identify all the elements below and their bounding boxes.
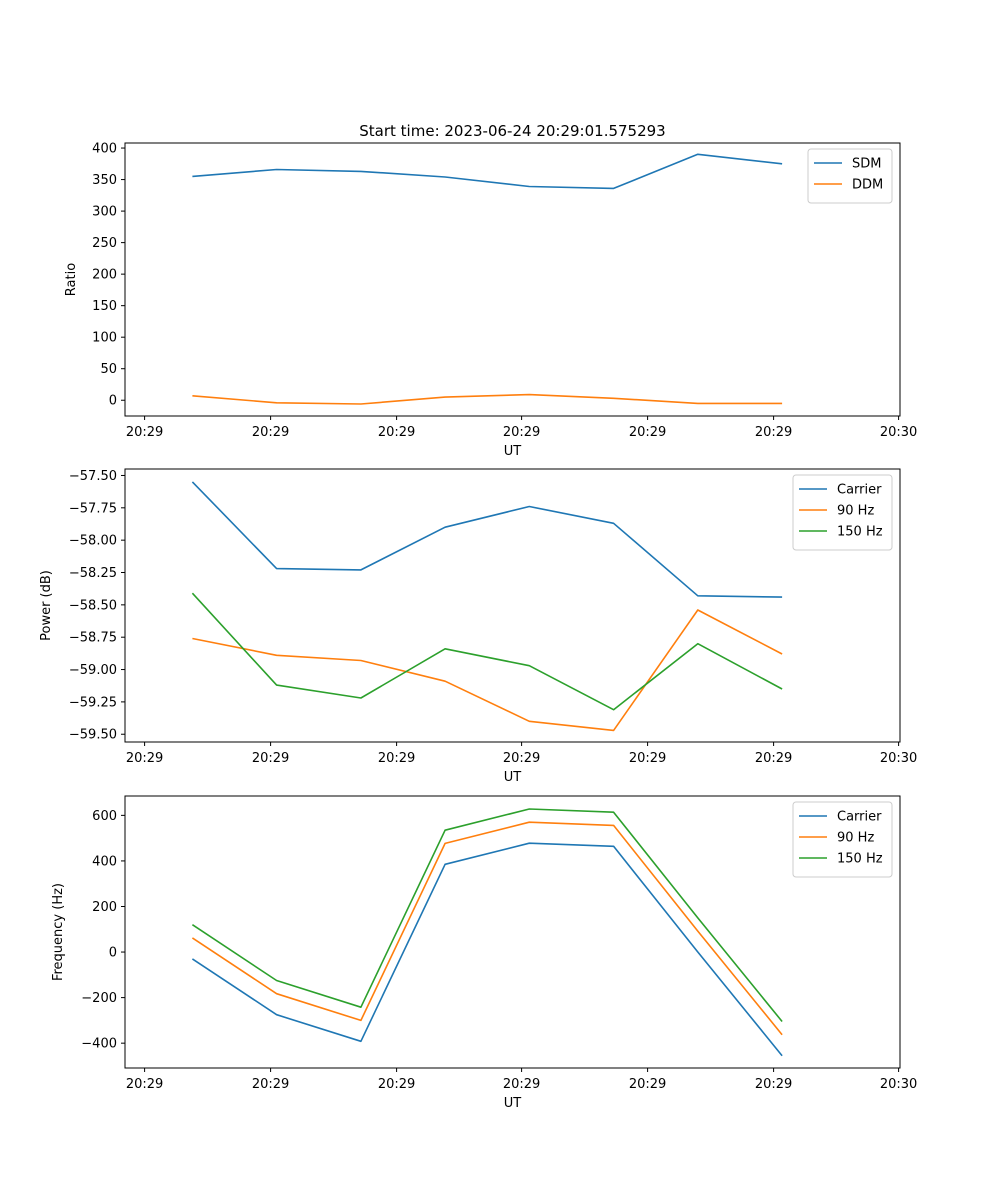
y-tick-label: −57.50 — [69, 469, 117, 484]
legend-label: 90 Hz — [837, 831, 874, 846]
x-tick-label: 20:30 — [880, 425, 917, 440]
x-tick-label: 20:29 — [252, 425, 289, 440]
legend-label: 150 Hz — [837, 852, 883, 867]
y-tick-label: 100 — [92, 331, 117, 346]
x-tick-label: 20:29 — [629, 1077, 666, 1092]
x-tick-label: 20:29 — [126, 751, 163, 766]
y-tick-label: −58.00 — [69, 534, 117, 549]
x-tick-label: 20:30 — [880, 751, 917, 766]
y-tick-label: 200 — [92, 900, 117, 915]
x-tick-label: 20:29 — [503, 425, 540, 440]
x-tick-label: 20:29 — [378, 751, 415, 766]
y-tick-label: 400 — [92, 142, 117, 157]
y-tick-label: −58.50 — [69, 598, 117, 613]
axes-frame — [124, 468, 901, 743]
y-tick-label: 0 — [109, 946, 117, 961]
series-line-carrier — [191, 481, 783, 598]
y-tick-label: 50 — [100, 362, 117, 377]
y-tick-label: 200 — [92, 268, 117, 283]
legend-label: 90 Hz — [837, 504, 874, 519]
y-tick-label: 600 — [92, 809, 117, 824]
y-tick-label: −200 — [81, 991, 117, 1006]
x-tick-label: 20:29 — [126, 1077, 163, 1092]
x-tick-label: 20:29 — [378, 1077, 415, 1092]
figure-title: Start time: 2023-06-24 20:29:01.575293 — [359, 122, 665, 140]
y-tick-label: −400 — [81, 1037, 117, 1052]
y-tick-label: −59.50 — [69, 728, 117, 743]
y-tick-label: 150 — [92, 299, 117, 314]
y-axis-label: Frequency (Hz) — [51, 883, 66, 981]
y-tick-label: 300 — [92, 205, 117, 220]
x-tick-label: 20:29 — [629, 751, 666, 766]
y-axis-label: Ratio — [64, 263, 79, 296]
x-axis-label: UT — [504, 1096, 522, 1111]
y-tick-label: −59.00 — [69, 663, 117, 678]
x-tick-label: 20:29 — [252, 751, 289, 766]
series-line-90-hz — [191, 821, 783, 1036]
x-tick-label: 20:29 — [503, 751, 540, 766]
x-tick-label: 20:29 — [503, 1077, 540, 1092]
legend-label: SDM — [852, 157, 881, 172]
x-tick-label: 20:29 — [126, 425, 163, 440]
y-tick-label: −57.75 — [69, 501, 117, 516]
y-tick-label: −59.25 — [69, 695, 117, 710]
y-tick-label: −58.75 — [69, 631, 117, 646]
legend-label: Carrier — [837, 810, 882, 825]
series-line-sdm — [192, 153, 783, 190]
x-tick-label: 20:29 — [629, 425, 666, 440]
x-axis-label: UT — [504, 444, 522, 459]
x-tick-label: 20:29 — [755, 1077, 792, 1092]
x-tick-label: 20:29 — [755, 425, 792, 440]
axes-frame — [124, 795, 901, 1069]
series-line-150-hz — [191, 808, 783, 1023]
series-line-carrier — [191, 842, 783, 1057]
legend-label: Carrier — [837, 483, 882, 498]
axes-frame — [124, 142, 901, 417]
series-line-90-hz — [192, 609, 783, 732]
y-axis-label: Power (dB) — [39, 570, 54, 641]
y-tick-label: 250 — [92, 236, 117, 251]
series-line-ddm — [192, 393, 783, 405]
x-tick-label: 20:29 — [252, 1077, 289, 1092]
y-tick-label: 350 — [92, 173, 117, 188]
x-axis-label: UT — [504, 770, 522, 785]
series-line-150-hz — [191, 592, 783, 711]
legend-label: 150 Hz — [837, 525, 883, 540]
x-tick-label: 20:30 — [880, 1077, 917, 1092]
x-tick-label: 20:29 — [378, 425, 415, 440]
y-tick-label: 400 — [92, 854, 117, 869]
legend-label: DDM — [852, 178, 883, 193]
y-tick-label: 0 — [109, 394, 117, 409]
x-tick-label: 20:29 — [755, 751, 792, 766]
y-tick-label: −58.25 — [69, 566, 117, 581]
